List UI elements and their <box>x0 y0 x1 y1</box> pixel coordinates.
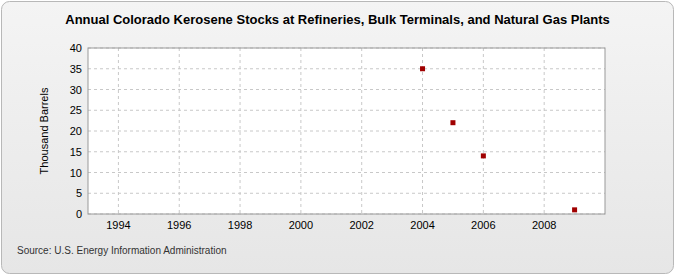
title: Annual Colorado Kerosene Stocks at Refin… <box>65 12 609 27</box>
y-tick-label: 40 <box>70 42 82 54</box>
y-tick-label: 25 <box>70 104 82 116</box>
source-note: Source: U.S. Energy Information Administ… <box>17 245 227 256</box>
x-tick-label: 2008 <box>532 219 556 231</box>
y-tick-label: 30 <box>70 84 82 96</box>
x-tick-label: 2006 <box>471 219 495 231</box>
x-tick-label: 2000 <box>289 219 313 231</box>
x-grid-line <box>240 48 241 214</box>
y-tick-label: 20 <box>70 125 82 137</box>
y-tick-label: 5 <box>76 187 82 199</box>
x-grid-line <box>179 48 180 214</box>
y-grid-line <box>88 172 605 173</box>
y-tick-label: 35 <box>70 63 82 75</box>
x-grid-line <box>483 48 484 214</box>
y-grid-line <box>88 131 605 132</box>
x-tick-label: 1998 <box>228 219 252 231</box>
x-grid-line <box>300 48 301 214</box>
x-tick-label: 1994 <box>106 219 130 231</box>
y-tick-label: 10 <box>70 167 82 179</box>
x-tick-label: 2004 <box>410 219 434 231</box>
background <box>2 2 674 274</box>
y-axis-label: Thousand Barrels <box>38 87 50 174</box>
y-tick-label: 15 <box>70 146 82 158</box>
y-grid-line <box>88 89 605 90</box>
y-grid-line <box>88 193 605 194</box>
data-point <box>572 207 577 212</box>
data-point <box>420 66 425 71</box>
data-point <box>450 120 455 125</box>
y-grid-line <box>88 151 605 152</box>
plot-frame <box>88 48 605 214</box>
axes: 0 5 10 15 20 25 30 35 40 1994 1996 1998 2000 2002 2004… <box>70 42 557 231</box>
x-grid-line <box>544 48 545 214</box>
x-grid-line <box>361 48 362 214</box>
data-points <box>420 66 577 212</box>
plot-area <box>88 48 605 214</box>
y-grid-line <box>88 110 605 111</box>
y-grid-line <box>88 68 605 69</box>
x-tick-label: 2002 <box>349 219 373 231</box>
x-grid-line <box>118 48 119 214</box>
x-grid-line <box>422 48 423 214</box>
chart-container: Annual Colorado Kerosene Stocks at Refin… <box>0 0 675 275</box>
data-point <box>481 153 486 158</box>
x-tick-label: 1996 <box>167 219 191 231</box>
grid <box>88 48 605 214</box>
chart-svg: Annual Colorado Kerosene Stocks at Refin… <box>0 0 675 275</box>
y-tick-label: 0 <box>76 208 82 220</box>
